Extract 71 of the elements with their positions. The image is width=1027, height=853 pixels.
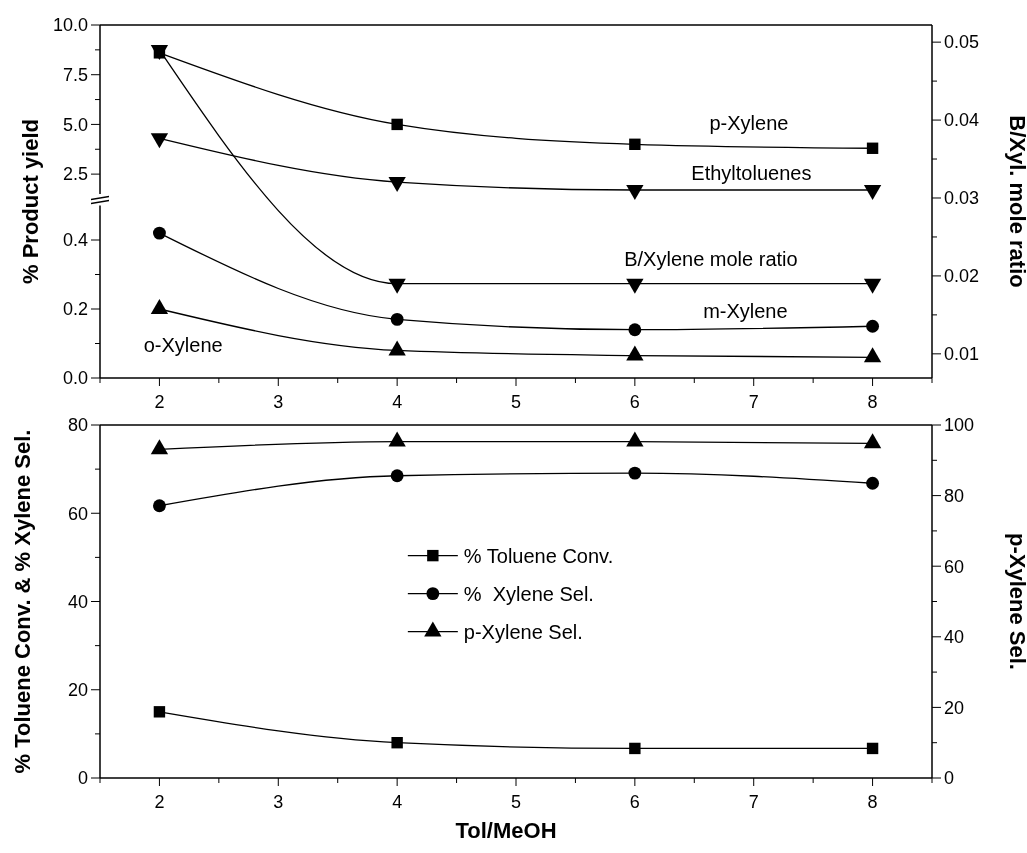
x-tick-label: 7 (748, 392, 759, 412)
x-tick-label: 2 (154, 392, 165, 412)
y2-tick-label: 60 (944, 556, 965, 577)
point (626, 345, 644, 361)
x-tick-label: 4 (392, 392, 403, 412)
y-axis-title: % Product yield (18, 118, 43, 285)
y2-tick-label: 0 (944, 768, 955, 789)
y-tick-label: 0.4 (62, 230, 88, 251)
series-label: p-Xylene (709, 112, 789, 135)
legend-label: p-Xylene Sel. (463, 620, 583, 643)
x-tick-label: 8 (867, 792, 878, 812)
x-tick-label: 8 (867, 392, 878, 412)
series-label: o-Xylene (143, 334, 223, 356)
y-tick-label: 0.0 (62, 368, 88, 389)
x-tick-label: 2 (154, 792, 165, 812)
point (388, 340, 406, 356)
y2-tick-label: 0.02 (944, 266, 980, 287)
point (153, 226, 166, 240)
y2-tick-label: 40 (944, 627, 965, 648)
y2-tick-label: 0.01 (944, 344, 980, 365)
legend-label: % Xylene Sel. (463, 582, 594, 605)
point (629, 742, 641, 755)
x-tick-label: 4 (392, 792, 403, 812)
y2-axis-title: B/Xyl. mole ratio (1005, 115, 1027, 288)
y2-tick-label: 100 (944, 415, 975, 436)
point (150, 133, 169, 149)
y-tick-label: 0.2 (62, 299, 88, 320)
point (863, 185, 882, 201)
y-axis-title: % Toluene Conv. & % Xylene Sel. (10, 429, 35, 774)
x-tick-label: 6 (629, 792, 640, 812)
point (150, 299, 169, 314)
point (863, 347, 882, 363)
x-axis-title: Tol/MeOH (455, 818, 557, 843)
y2-tick-label: 20 (944, 697, 965, 718)
point (391, 118, 403, 131)
series-label: B/Xylene mole ratio (624, 247, 798, 270)
point (390, 312, 404, 326)
x-tick-label: 7 (748, 792, 759, 812)
y2-tick-label: 0.04 (944, 110, 980, 131)
y2-tick-label: 0.03 (944, 188, 980, 209)
legend-label: % Toluene Conv. (463, 544, 614, 567)
point (626, 185, 644, 201)
point (628, 466, 642, 480)
y-tick-label: 5.0 (62, 114, 88, 135)
y-tick-label: 2.5 (62, 164, 88, 185)
x-tick-label: 3 (273, 392, 284, 412)
y2-tick-label: 80 (944, 485, 965, 506)
point (153, 499, 166, 513)
x-tick-label: 5 (510, 392, 522, 412)
point (391, 737, 403, 749)
y-tick-label: 20 (67, 680, 88, 701)
y-tick-label: 40 (67, 591, 88, 612)
x-tick-label: 3 (273, 792, 284, 812)
point (866, 742, 879, 755)
y2-axis-title: p-Xylene Sel. (1005, 533, 1027, 670)
series-label: m-Xylene (703, 300, 788, 323)
point (866, 476, 879, 490)
point (628, 323, 642, 337)
series-label: Ethyltoluenes (691, 162, 812, 185)
y-tick-label: 10.0 (52, 15, 88, 36)
y2-tick-label: 0.05 (944, 32, 980, 53)
x-tick-label: 5 (510, 792, 522, 812)
point (866, 319, 879, 333)
point (390, 469, 404, 483)
x-tick-label: 6 (629, 392, 640, 412)
y-tick-label: 0 (77, 768, 88, 789)
point (153, 706, 166, 718)
y-tick-label: 60 (67, 503, 88, 524)
y-tick-label: 80 (67, 415, 88, 436)
point (388, 177, 406, 193)
y-tick-label: 7.5 (62, 65, 88, 86)
